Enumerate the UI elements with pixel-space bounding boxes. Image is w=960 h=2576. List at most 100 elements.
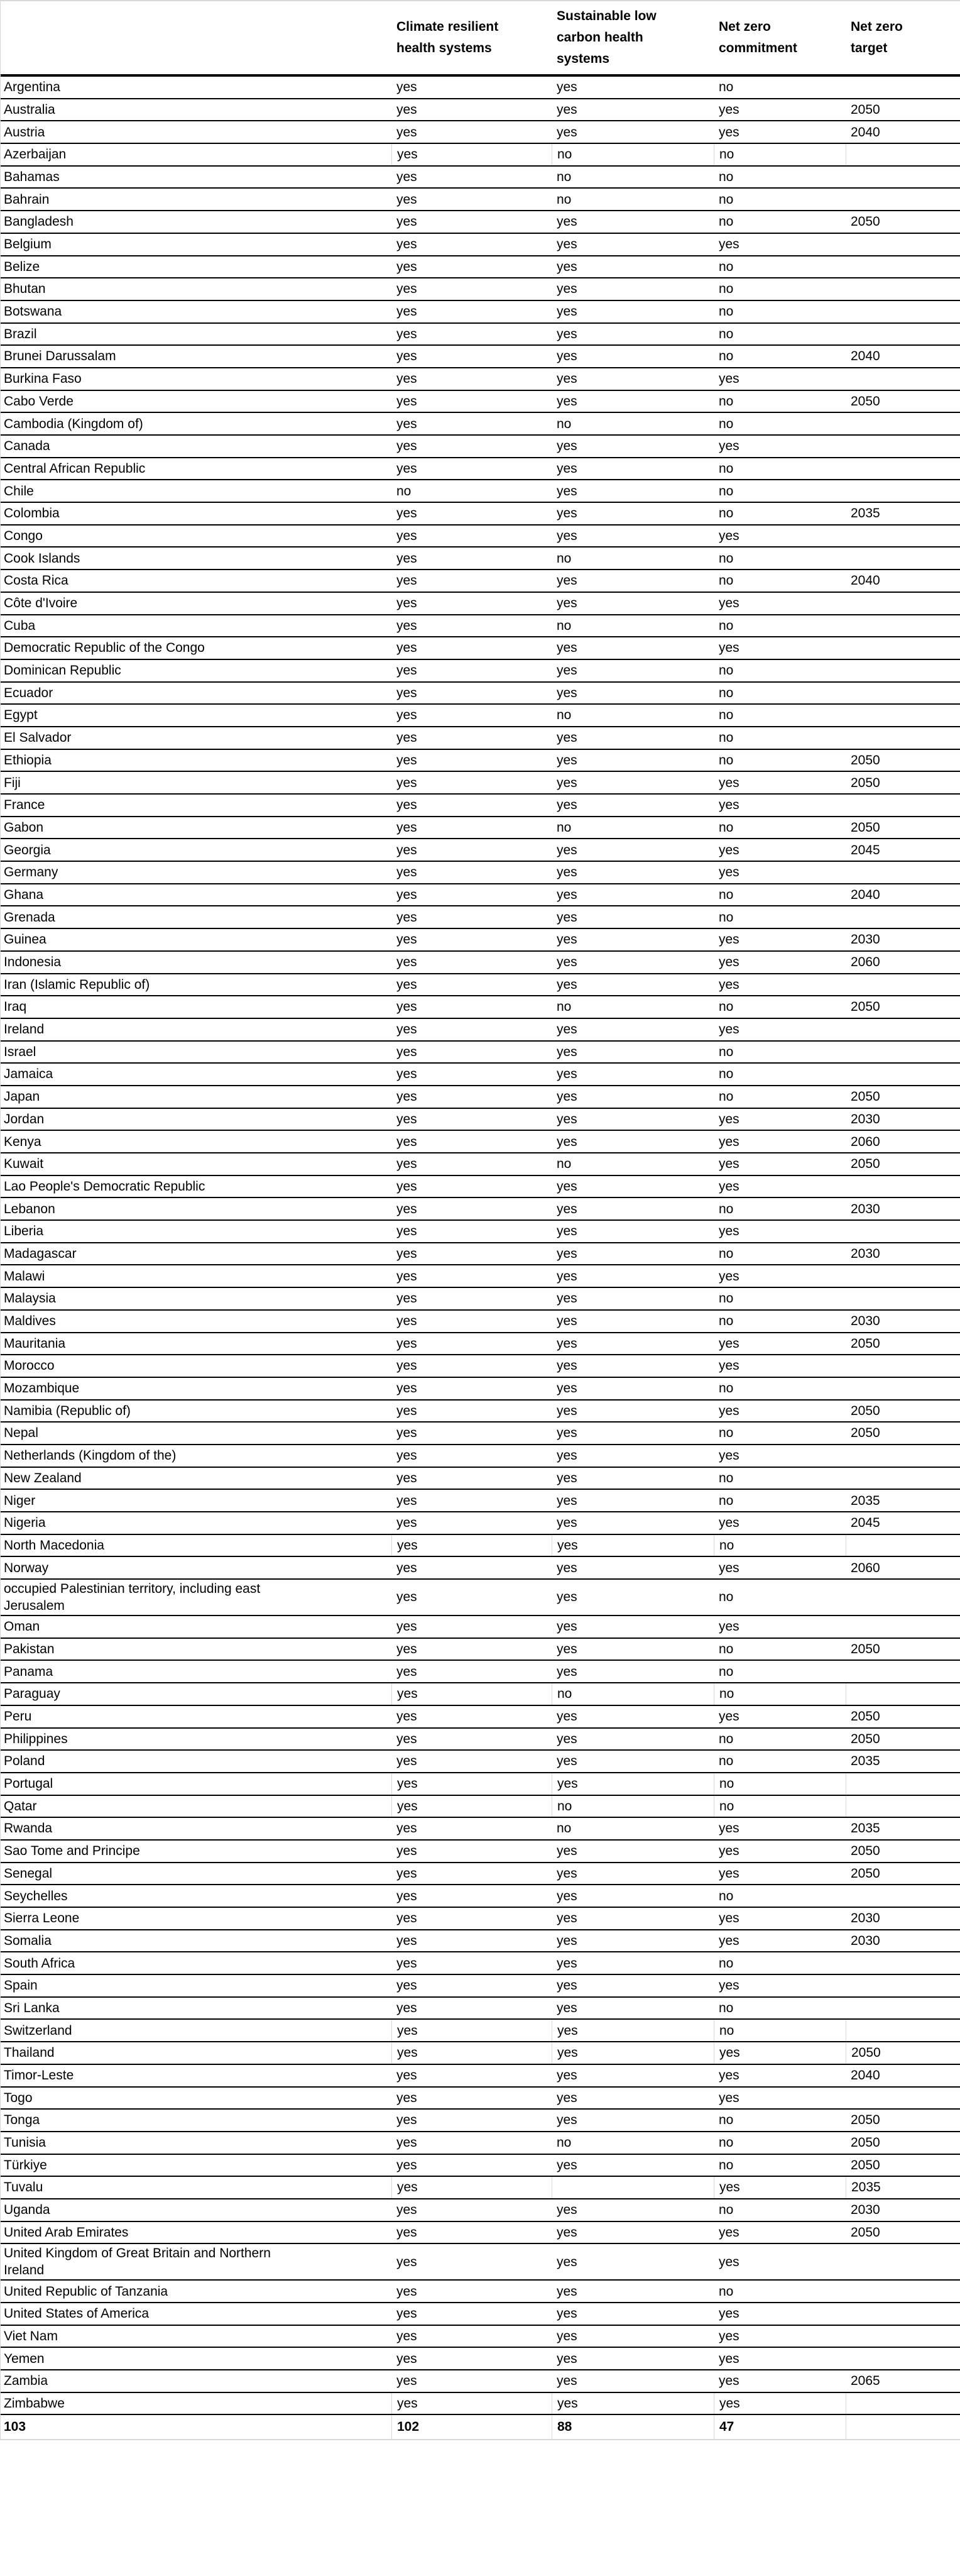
- cell-net-zero-commitment: yes: [719, 1111, 739, 1126]
- cell-sustainable-low-carbon: yes: [557, 304, 577, 319]
- cell-climate-resilient: yes: [396, 685, 417, 700]
- table-row: France yes yes yes: [1, 795, 960, 817]
- cell-net-zero-target: 2050: [851, 1089, 880, 1104]
- cell-sustainable-low-carbon: [552, 2177, 714, 2198]
- cell-net-zero-commitment: yes: [719, 1619, 739, 1634]
- cell-climate-resilient: yes: [396, 1844, 417, 1859]
- cell-climate-resilient: yes: [396, 528, 417, 543]
- cell-net-zero-commitment: yes: [719, 1157, 739, 1172]
- cell-country: Lebanon: [4, 1201, 55, 1216]
- cell-climate-resilient: yes: [396, 1493, 417, 1508]
- table-row: Kenya yes yes yes 2060: [1, 1131, 960, 1153]
- table-row: Portugal yes yes no: [1, 1773, 960, 1796]
- cell-net-zero-commitment: yes: [719, 1403, 739, 1418]
- cell-net-zero-commitment: no: [719, 1201, 734, 1216]
- cell-sustainable-low-carbon: yes: [557, 349, 577, 364]
- cell-climate-resilient: yes: [396, 259, 417, 274]
- table-row: Uganda yes yes no 2030: [1, 2199, 960, 2222]
- cell-country: Mauritania: [4, 1336, 66, 1351]
- cell-net-zero-commitment: yes: [719, 1516, 739, 1531]
- cell-country: Brunei Darussalam: [4, 349, 116, 364]
- table-row: Spain yes yes yes: [1, 1975, 960, 1998]
- cell-climate-resilient: yes: [396, 663, 417, 678]
- cell-sustainable-low-carbon: yes: [557, 2203, 577, 2218]
- cell-country: Rwanda: [4, 1821, 53, 1836]
- cell-sustainable-low-carbon: yes: [557, 1933, 577, 1948]
- table-row: United States of America yes yes yes: [1, 2303, 960, 2326]
- cell-sustainable-low-carbon: yes: [557, 2113, 577, 2128]
- cell-country: Peru: [4, 1709, 32, 1724]
- cell-country: Togo: [4, 2090, 33, 2105]
- cell-climate-resilient: yes: [396, 1403, 417, 1418]
- cell-net-zero-commitment: no: [719, 214, 734, 229]
- cell-country: Chile: [4, 483, 34, 498]
- cell-net-zero-commitment: no: [719, 483, 734, 498]
- table-row: Jamaica yes yes no: [1, 1064, 960, 1086]
- cell-sustainable-low-carbon: yes: [557, 2284, 577, 2299]
- cell-climate-resilient: yes: [396, 102, 417, 117]
- cell-climate-resilient: yes: [391, 1795, 552, 1817]
- cell-net-zero-target: 2040: [851, 124, 880, 140]
- cell-climate-resilient: yes: [396, 1641, 417, 1656]
- cell-net-zero-commitment: no: [719, 326, 734, 341]
- cell-country: Congo: [4, 528, 43, 543]
- cell-sustainable-low-carbon: yes: [557, 641, 577, 656]
- table-row: Brunei Darussalam yes yes no 2040: [1, 346, 960, 368]
- cell-sustainable-low-carbon: no: [557, 1157, 572, 1172]
- table-row: Qatar yes no no: [1, 1795, 960, 1819]
- cell-net-zero-commitment: no: [719, 461, 734, 476]
- cell-sustainable-low-carbon: yes: [557, 955, 577, 969]
- cell-country: Switzerland: [4, 2023, 72, 2038]
- table-row: Mauritania yes yes yes 2050: [1, 1333, 960, 1356]
- cell-sustainable-low-carbon: yes: [557, 1560, 577, 1575]
- table-row: Côte d'Ivoire yes yes yes: [1, 593, 960, 615]
- cell-net-zero-target: 2035: [846, 2177, 960, 2198]
- cell-sustainable-low-carbon: yes: [557, 372, 577, 387]
- cell-net-zero-commitment: yes: [719, 237, 739, 251]
- cell-country: Norway: [4, 1560, 49, 1575]
- cell-climate-resilient: yes: [396, 1134, 417, 1149]
- cell-country: Canada: [4, 439, 50, 454]
- cell-climate-resilient: yes: [396, 416, 417, 431]
- cell-country: Egypt: [4, 708, 38, 723]
- cell-climate-resilient: yes: [396, 596, 417, 610]
- cell-net-zero-commitment: yes: [719, 2225, 739, 2240]
- cell-sustainable-low-carbon: yes: [557, 775, 577, 790]
- cell-sustainable-low-carbon: yes: [557, 1201, 577, 1216]
- cell-climate-resilient: yes: [396, 1619, 417, 1634]
- cell-country: Türkiye: [4, 2157, 47, 2172]
- cell-country: Indonesia: [4, 955, 62, 969]
- cell-net-zero-commitment: no: [719, 80, 734, 95]
- cell-climate-resilient: yes: [396, 1448, 417, 1463]
- cell-sustainable-low-carbon: no: [557, 416, 572, 431]
- cell-sustainable-low-carbon: no: [557, 820, 572, 835]
- cell-net-zero-commitment: yes: [719, 596, 739, 610]
- cell-climate-resilient: yes: [396, 2284, 417, 2299]
- cell-net-zero-commitment: no: [719, 1381, 734, 1396]
- cell-climate-resilient: yes: [396, 887, 417, 902]
- cell-climate-resilient: yes: [396, 461, 417, 476]
- table-row: Azerbaijan yes no no: [1, 144, 960, 167]
- table-row: El Salvador yes yes no: [1, 727, 960, 750]
- cell-net-zero-commitment: yes: [719, 2351, 739, 2366]
- cell-climate-resilient: yes: [396, 2068, 417, 2083]
- cell-net-zero-target: [846, 2392, 960, 2414]
- cell-net-zero-commitment: no: [719, 2000, 734, 2015]
- cell-sustainable-low-carbon: yes: [557, 977, 577, 992]
- cell-sustainable-low-carbon: yes: [557, 1022, 577, 1037]
- cell-sustainable-low-carbon: yes: [557, 1044, 577, 1059]
- cell-climate-resilient: yes: [396, 1179, 417, 1194]
- column-header-net-zero-commitment: Net zero commitment: [719, 19, 797, 55]
- cell-net-zero-commitment: yes: [719, 1022, 739, 1037]
- cell-net-zero-commitment: no: [719, 349, 734, 364]
- table-row: Yemen yes yes yes: [1, 2348, 960, 2371]
- table-row: Bahamas yes no no: [1, 167, 960, 189]
- cell-country: Belgium: [4, 237, 52, 251]
- cell-sustainable-low-carbon: yes: [557, 1470, 577, 1485]
- cell-climate-resilient: yes: [396, 1358, 417, 1373]
- cell-country: Morocco: [4, 1358, 55, 1373]
- cell-net-zero-commitment: yes: [719, 124, 739, 140]
- cell-net-zero-commitment: no: [719, 1067, 734, 1082]
- cell-country: Azerbaijan: [4, 147, 67, 162]
- cell-net-zero-commitment: no: [719, 394, 734, 409]
